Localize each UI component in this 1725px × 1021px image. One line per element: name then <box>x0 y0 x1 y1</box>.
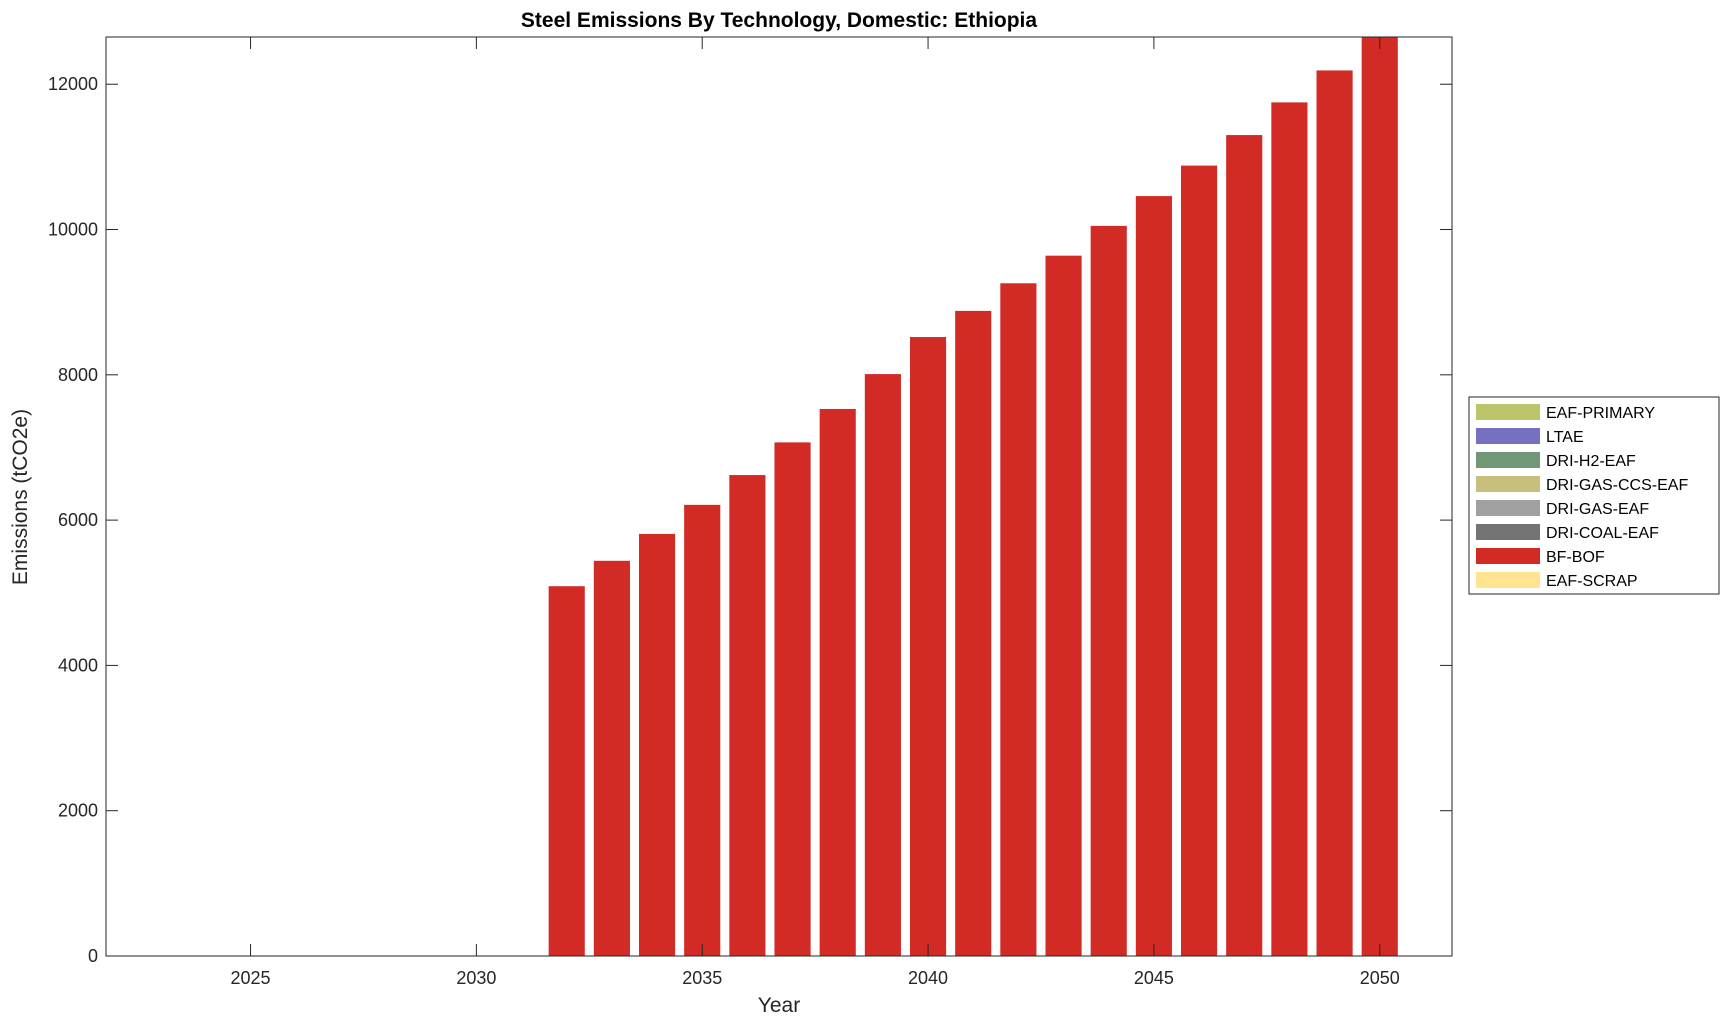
legend-label-dri-h2-eaf: DRI-H2-EAF <box>1546 453 1636 470</box>
legend-label-dri-gas-ccs-eaf: DRI-GAS-CCS-EAF <box>1546 477 1688 494</box>
legend: EAF-PRIMARY LTAE DRI-H2-EAF DRI-GAS-CCS-EAF… <box>1468 396 1720 595</box>
bar-bf-bof-2032 <box>548 586 585 956</box>
bar-bf-bof-2040 <box>909 337 947 957</box>
bar-bf-bof-2034 <box>638 533 676 956</box>
bar-bf-bof-2036 <box>729 475 766 956</box>
y-axis-ticks: 0 2000 4000 6000 8000 10000 12000 <box>48 74 1452 966</box>
y-tick-label: 10000 <box>48 220 98 240</box>
bar-bf-bof-2047 <box>1226 135 1263 957</box>
bar-bf-bof-2033 <box>593 560 630 956</box>
x-tick-label: 2050 <box>1360 968 1400 988</box>
legend-swatch-bf-bof <box>1476 548 1540 564</box>
bar-bf-bof-2038 <box>819 408 856 957</box>
bar-bf-bof-2042 <box>1000 283 1037 956</box>
legend-swatch-eaf-primary <box>1476 404 1540 420</box>
x-tick-label: 2045 <box>1134 968 1174 988</box>
axes-box <box>105 36 1453 957</box>
y-tick-label: 12000 <box>48 74 98 94</box>
legend-swatch-dri-h2-eaf <box>1476 452 1540 468</box>
y-tick-label: 2000 <box>58 801 98 821</box>
x-tick-label: 2035 <box>682 968 722 988</box>
bar-bf-bof-2048 <box>1271 102 1308 956</box>
y-tick-label: 4000 <box>58 655 98 675</box>
x-tick-label: 2040 <box>908 968 948 988</box>
bar-bf-bof-2045 <box>1135 196 1172 956</box>
chart-title: Steel Emissions By Technology, Domestic:… <box>521 9 1037 32</box>
legend-swatch-dri-coal-eaf <box>1476 524 1540 540</box>
legend-label-dri-gas-eaf: DRI-GAS-EAF <box>1546 501 1649 518</box>
legend-swatch-ltae <box>1476 428 1540 444</box>
bar-bf-bof-2049 <box>1316 70 1353 956</box>
bar-bf-bof-2039 <box>864 374 901 956</box>
bars <box>548 37 1398 957</box>
bar-bf-bof-2037 <box>774 442 811 956</box>
legend-label-eaf-scrap: EAF-SCRAP <box>1546 573 1638 590</box>
x-tick-label: 2025 <box>231 968 271 988</box>
x-axis-ticks: 2025 2030 2035 2040 2045 2050 <box>231 37 1400 988</box>
bar-bf-bof-2043 <box>1045 255 1082 956</box>
bar-bf-bof-2041 <box>955 310 992 956</box>
y-axis-label: Emissions (tCO2e) <box>9 409 32 585</box>
bar-bf-bof-2044 <box>1090 225 1127 956</box>
legend-label-eaf-primary: EAF-PRIMARY <box>1546 405 1655 422</box>
y-tick-label: 0 <box>88 946 98 966</box>
y-tick-label: 6000 <box>58 510 98 530</box>
legend-label-dri-coal-eaf: DRI-COAL-EAF <box>1546 525 1659 542</box>
y-tick-label: 8000 <box>58 365 98 385</box>
axes <box>105 36 1453 957</box>
bar-bf-bof-2050 <box>1361 37 1398 956</box>
bar-bf-bof-2046 <box>1180 165 1218 957</box>
legend-label-ltae: LTAE <box>1546 429 1584 446</box>
legend-swatch-eaf-scrap <box>1476 572 1540 588</box>
x-tick-label: 2030 <box>456 968 496 988</box>
legend-label-bf-bof: BF-BOF <box>1546 549 1605 566</box>
legend-swatch-dri-gas-ccs-eaf <box>1476 476 1540 492</box>
bar-bf-bof-2035 <box>684 504 721 956</box>
x-axis-label: Year <box>758 994 800 1017</box>
legend-swatch-dri-gas-eaf <box>1476 500 1540 516</box>
